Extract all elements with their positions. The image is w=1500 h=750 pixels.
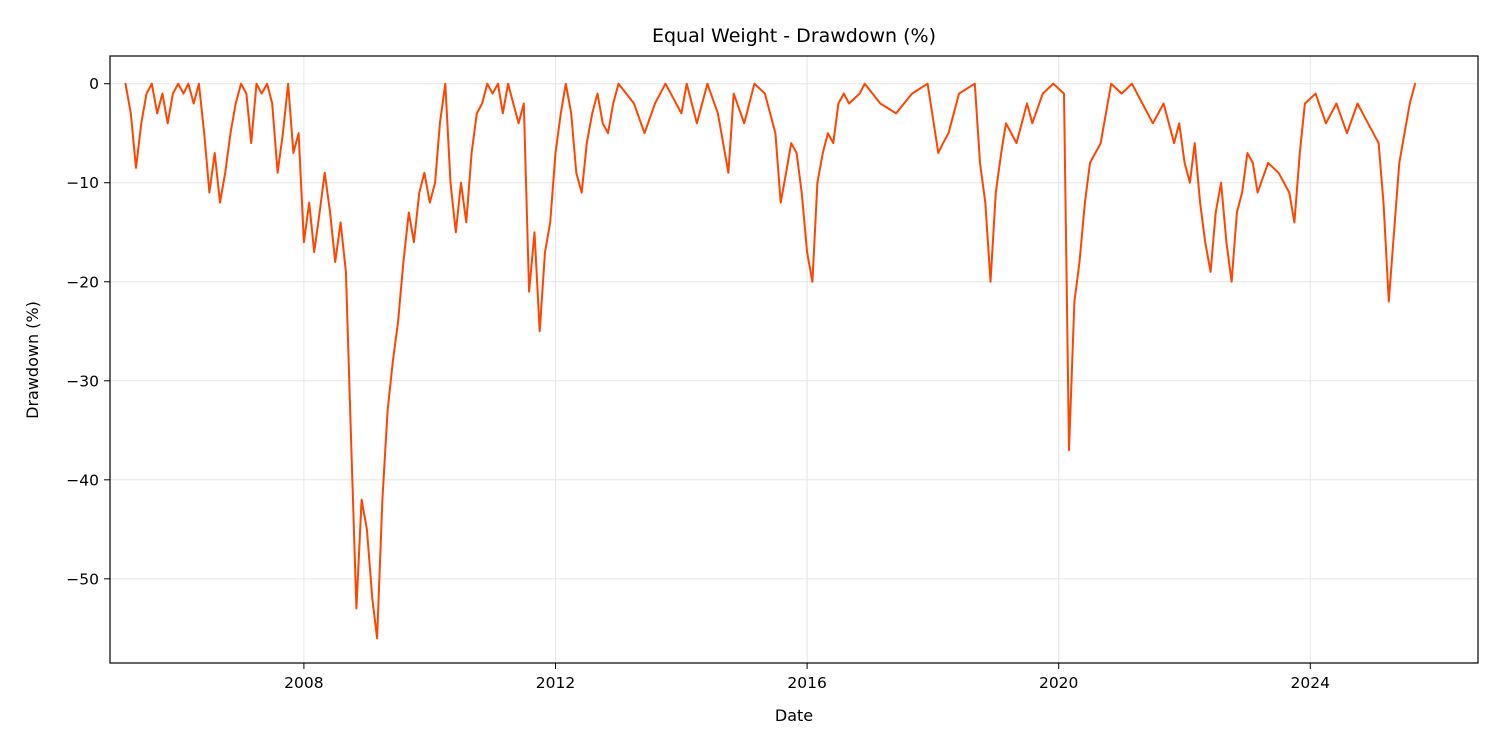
y-tick-label: −10 <box>66 174 99 192</box>
plot-frame <box>109 55 1479 664</box>
y-axis-label: Drawdown (%) <box>23 301 42 419</box>
grid <box>110 56 1478 663</box>
y-tick-label: −30 <box>66 372 99 390</box>
y-axis: 0 −10 −20 −30 −40 −50 <box>66 75 110 588</box>
y-tick-label: 0 <box>89 75 99 93</box>
drawdown-series-line <box>124 82 1417 640</box>
x-tick-label: 2020 <box>1039 674 1078 692</box>
y-tick-label: −50 <box>66 570 99 588</box>
x-tick-label: 2008 <box>284 674 323 692</box>
series-layer <box>124 82 1417 640</box>
chart-title: Equal Weight - Drawdown (%) <box>652 25 936 47</box>
x-axis: 2008 2012 2016 2020 2024 <box>284 663 1330 692</box>
y-tick-label: −40 <box>66 471 99 489</box>
x-tick-label: 2016 <box>787 674 826 692</box>
x-tick-label: 2024 <box>1291 674 1330 692</box>
y-tick-label: −20 <box>66 273 99 291</box>
x-tick-label: 2012 <box>536 674 575 692</box>
x-axis-label: Date <box>775 706 813 725</box>
